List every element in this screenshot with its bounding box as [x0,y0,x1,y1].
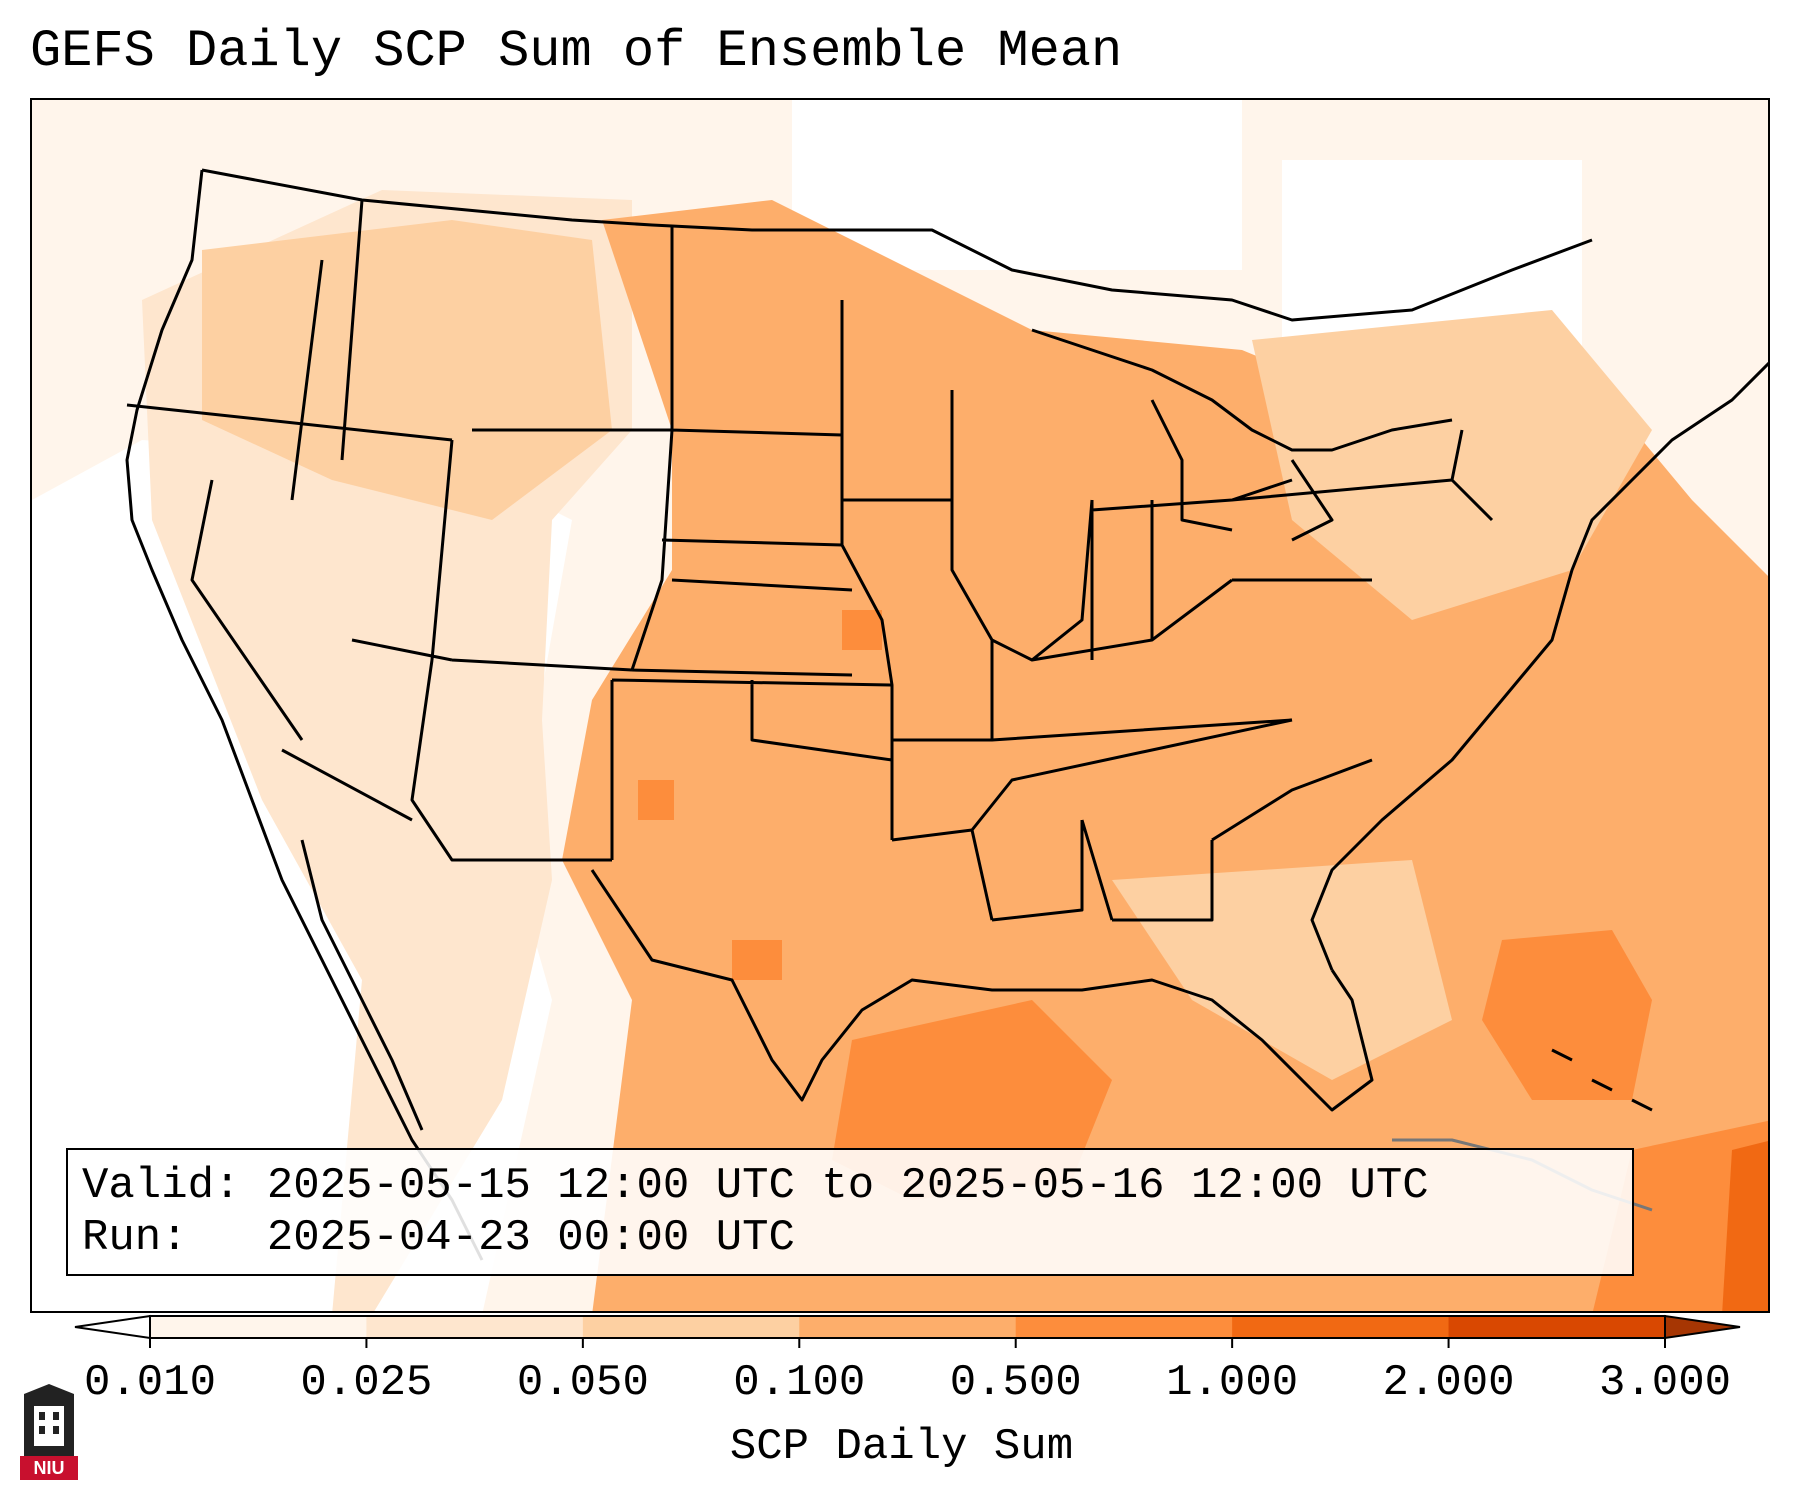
gulf-coastline [590,869,1374,1112]
valid-value: 2025-05-15 12:00 UTC to 2025-05-16 12:00… [266,1161,1429,1211]
colorbar-segment [1015,1316,1233,1338]
colorbar-tick-label: 3.000 [1599,1358,1731,1408]
plot-title: GEFS Daily SCP Sum of Ensemble Mean [30,22,1123,81]
colorbar-segments [74,1314,1741,1340]
colorbar-ticks: 0.010 0.025 0.050 0.100 0.500 1.000 2.000 3.000 [84,1338,1731,1408]
map-panel [30,98,1770,1313]
colorbar-segment [582,1316,800,1338]
shade-northwest-medium [202,220,612,520]
logo-window-4 [53,1426,59,1434]
colorbar-tick-label: 0.025 [300,1358,432,1408]
shade-white-north [792,100,1242,270]
logo-band [20,1456,78,1480]
colorbar: 0.010 0.025 0.050 0.100 0.500 1.000 2.000 3.000 [74,1314,1741,1408]
great-lakes-outline [1031,328,1453,542]
colorbar-label: SCP Daily Sum [729,1422,1074,1472]
colorbar-segment [1448,1316,1666,1338]
shade-texas-strong [732,940,782,980]
colorbar-tick-label: 0.050 [517,1358,649,1408]
logo-building [34,1406,64,1446]
state-and-coast-boundaries [125,168,1768,1261]
map-canvas [32,100,1768,1311]
shade-caribbean-strong [1592,1120,1768,1311]
bahamas-outline [1551,1048,1653,1112]
colorbar-tick-label: 2.000 [1383,1358,1515,1408]
state-lines [126,199,1494,922]
shade-southeast-light [1112,860,1452,1080]
atlantic-coastline [1310,361,1768,971]
logo-window-3 [39,1426,45,1434]
colorbar-segment [150,1316,367,1338]
colorbar-outline [149,1315,1666,1339]
colorbar-tick-label: 0.500 [950,1358,1082,1408]
logo-window-1 [39,1412,45,1420]
colorbar-tick-label: 0.010 [84,1358,216,1408]
colorbar-segment [799,1316,1017,1338]
shade-caribbean-stronger [1722,1141,1768,1311]
run-line: Run: 2025-04-23 00:00 UTC [82,1212,1618,1264]
niu-logo: NIU [20,1384,78,1480]
validity-info-box: Valid: 2025-05-15 12:00 UTC to 2025-05-1… [66,1148,1634,1276]
valid-line: Valid: 2025-05-15 12:00 UTC to 2025-05-1… [82,1160,1618,1212]
logo-text: NIU [34,1458,65,1478]
run-value: 2025-04-23 00:00 UTC [266,1213,795,1263]
us-canada-border [201,168,1593,322]
colorbar-tick-label: 0.100 [733,1358,865,1408]
colorbar-extend-high [1664,1314,1741,1340]
colorbar-segment [366,1316,584,1338]
shade-newmexico-strong [638,780,674,820]
shade-northeast-medium [1252,310,1652,620]
colorbar-tick-label: 1.000 [1166,1358,1298,1408]
shade-atlantic-strong [1482,930,1652,1100]
colorbar-extend-low [74,1314,151,1340]
scp-shading-layer [32,100,1768,1311]
run-label: Run: [82,1213,188,1263]
pacific-coastline [125,169,484,1261]
baja-coastline [300,839,424,1131]
logo-window-2 [53,1412,59,1420]
valid-label: Valid: [82,1161,241,1211]
colorbar-segment [1232,1316,1450,1338]
shade-kansas-strong [842,610,882,650]
